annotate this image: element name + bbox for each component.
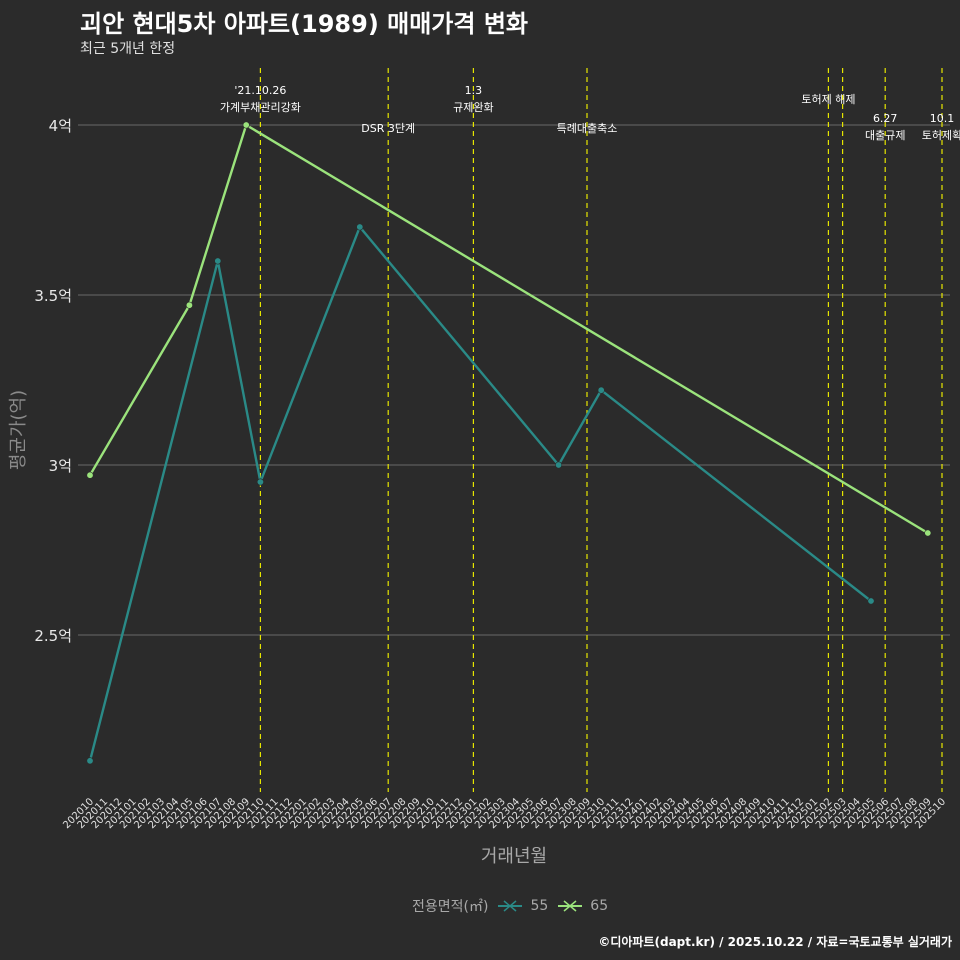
data-point-65 (242, 121, 250, 129)
policy-event-label: 특례대출축소 (557, 122, 618, 135)
policy-event-label: 대출규제 (865, 129, 905, 142)
policy-event-label: 토허제확 (922, 129, 960, 142)
data-point-55 (256, 478, 264, 486)
x-axis-title: 거래년월 (481, 846, 547, 867)
series-line-65 (88, 123, 929, 535)
policy-event-label: 규제완화 (453, 101, 493, 114)
policy-event-label: 토허제 해제 (801, 92, 855, 106)
chart-subtitle: 최근 5개년 한정 (80, 41, 176, 57)
y-tick-label: 2.5억 (34, 627, 72, 645)
y-tick-label: 3억 (49, 457, 72, 475)
legend-label-65: 65 (590, 898, 609, 914)
data-point-55 (356, 223, 364, 231)
legend-label-55: 55 (530, 898, 549, 914)
data-point-65 (924, 529, 932, 537)
legend-key-65-icon (558, 900, 583, 912)
data-point-55 (86, 757, 94, 765)
y-tick-label: 3.5억 (34, 287, 72, 305)
data-point-55 (214, 257, 222, 265)
data-point-55 (867, 597, 875, 605)
legend: 전용면적(㎡) 55 65 (412, 896, 608, 916)
source-caption: ©디아파트(dapt.kr) / 2025.10.22 / 자료=국토교통부 실… (598, 935, 952, 949)
policy-date-label: 6.27 (873, 112, 898, 125)
legend-item-65: 65 (556, 898, 608, 914)
data-point-65 (185, 301, 193, 309)
data-point-55 (555, 461, 563, 469)
policy-event-label: DSR 3단계 (361, 122, 415, 135)
chart-title: 괴안 현대5차 아파트(1989) 매매가격 변화 (80, 10, 528, 38)
y-tick-label: 4억 (49, 117, 72, 135)
data-point-65 (86, 471, 94, 479)
legend-title: 전용면적(㎡) (412, 899, 489, 915)
policy-date-label: 1.3 (465, 84, 483, 97)
policy-event-label: 가계부채관리강화 (220, 101, 301, 114)
policy-date-label: '21.10.26 (234, 84, 286, 97)
legend-key-55-icon (498, 900, 523, 912)
policy-date-label: 10.1 (930, 112, 955, 125)
legend-item-55: 55 (496, 898, 548, 914)
data-point-55 (597, 386, 605, 394)
series-line-55 (88, 224, 872, 762)
y-axis-title: 평균가(억) (8, 390, 29, 470)
